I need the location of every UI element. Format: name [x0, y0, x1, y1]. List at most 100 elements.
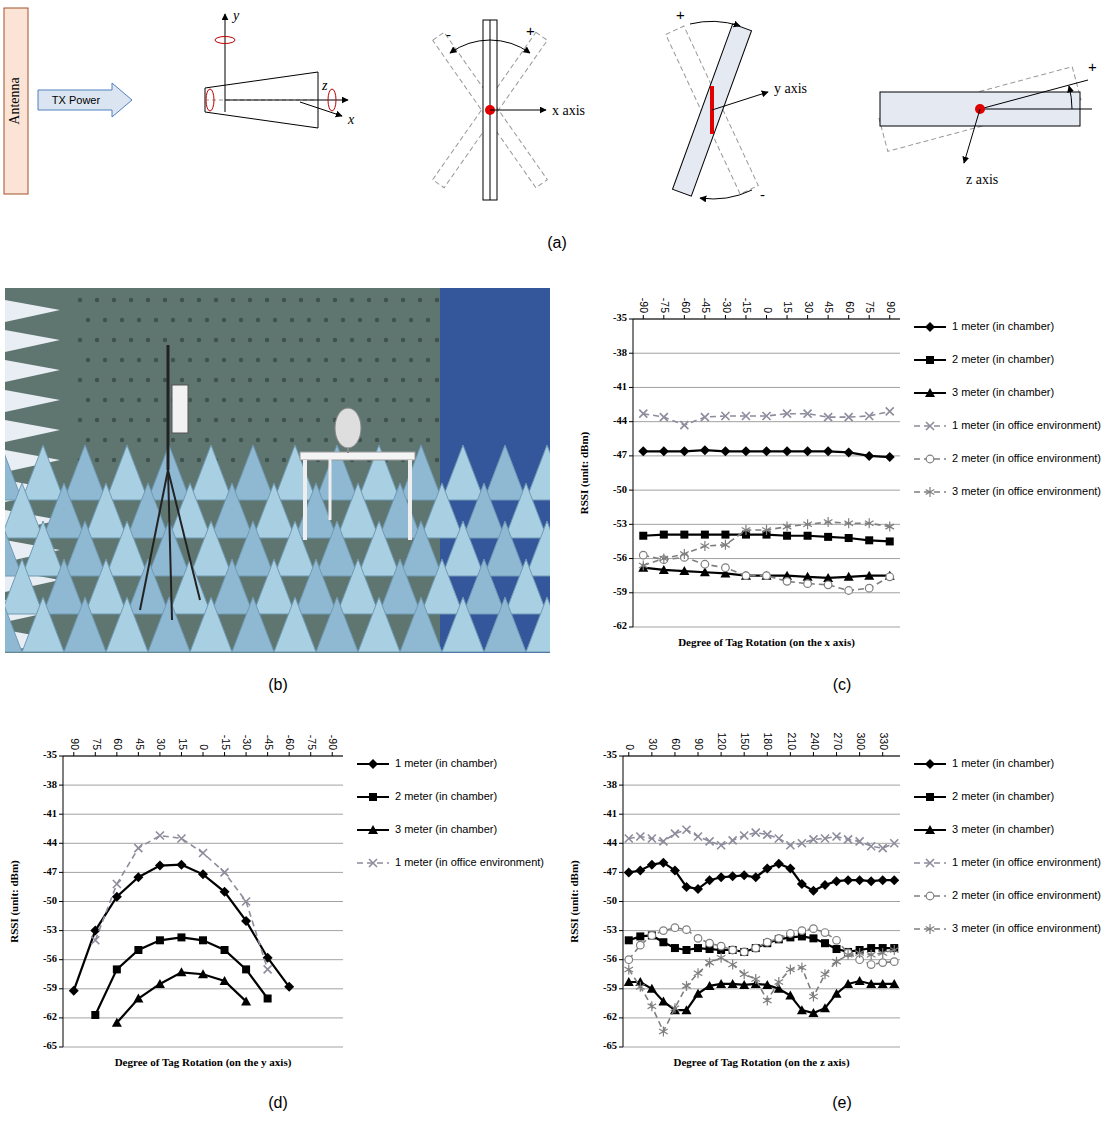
- absorber-tip: [231, 338, 235, 342]
- data-point: [740, 948, 748, 956]
- panel-label: (a): [547, 234, 567, 251]
- data-point: [890, 958, 898, 966]
- y-tick: [59, 1047, 63, 1048]
- data-point: [763, 995, 772, 1005]
- series-line: [95, 836, 267, 970]
- floor-absorber: [127, 483, 169, 538]
- absorber-tip: [256, 318, 260, 322]
- data-point: [810, 925, 818, 933]
- legend-label: 2 meter (in chamber): [952, 353, 1054, 365]
- absorber-tip: [231, 378, 235, 382]
- data-point: [679, 446, 689, 456]
- x-axis-title: Degree of Tag Rotation (on the x axis): [678, 636, 855, 649]
- grid-line: [623, 785, 900, 786]
- floor-absorber: [442, 445, 484, 500]
- absorber-tip: [435, 298, 439, 302]
- y-tick-label: -59: [613, 586, 627, 597]
- absorber-tip: [435, 418, 439, 422]
- data-point: [752, 944, 760, 952]
- floor-absorber: [337, 559, 379, 614]
- absorber-tip: [112, 378, 116, 382]
- data-point: [785, 864, 795, 874]
- y-tick: [619, 785, 623, 786]
- data-point: [625, 956, 633, 964]
- absorber-tip: [112, 298, 116, 302]
- x-tick: [628, 752, 629, 756]
- floor-absorber: [400, 597, 442, 652]
- x-tick: [790, 752, 791, 756]
- absorber-tip: [324, 318, 328, 322]
- antenna-box: [4, 8, 28, 194]
- absorber-tip: [307, 438, 311, 442]
- data-point: [844, 572, 854, 581]
- absorber-tip: [95, 418, 99, 422]
- data-point: [843, 875, 853, 885]
- absorber-tip: [146, 298, 150, 302]
- absorber-tip: [435, 458, 439, 462]
- x-tick-label: -15: [220, 735, 232, 750]
- axis-label: y: [231, 8, 240, 23]
- absorber-tip: [231, 418, 235, 422]
- x-tick-label: 30: [647, 738, 659, 750]
- absorber-tip: [350, 338, 354, 342]
- legend-label: 3 meter (in office environment): [952, 485, 1101, 497]
- floor-absorber: [484, 445, 526, 500]
- data-point: [720, 446, 730, 456]
- data-point: [728, 871, 738, 881]
- x-tick: [721, 752, 722, 756]
- absorber-tip: [299, 298, 303, 302]
- data-point: [134, 946, 142, 954]
- y-tick-label: -44: [603, 837, 618, 848]
- absorber-tip: [222, 358, 226, 362]
- axis-name: z axis: [966, 172, 998, 187]
- y-tick-label: -56: [613, 552, 627, 563]
- x-tick: [73, 752, 74, 756]
- data-point: [647, 860, 657, 870]
- absorber-tip: [180, 458, 184, 462]
- data-point: [242, 965, 250, 973]
- absorber-tip: [265, 418, 269, 422]
- mast: [167, 345, 170, 470]
- y-tick: [629, 592, 633, 593]
- absorber-tip: [324, 438, 328, 442]
- data-point: [721, 531, 729, 539]
- y-tick: [629, 490, 633, 491]
- absorber-tip: [154, 358, 158, 362]
- absorber-tip: [273, 358, 277, 362]
- series-line: [95, 937, 267, 1015]
- data-point: [752, 829, 760, 837]
- data-point: [740, 832, 748, 840]
- series-line: [629, 830, 894, 848]
- absorber-tip: [214, 338, 218, 342]
- table-leg: [408, 460, 412, 540]
- floor-absorber: [337, 483, 379, 538]
- data-point: [889, 979, 899, 988]
- legend: 1 meter (in chamber)2 meter (in chamber)…: [914, 320, 1101, 497]
- data-point: [636, 833, 644, 841]
- tx-arrow: [38, 83, 132, 117]
- y-tick-label: -53: [613, 518, 627, 529]
- legend-marker: [925, 759, 935, 769]
- x-tick: [643, 315, 644, 319]
- y-tick: [619, 843, 623, 844]
- x-tick: [787, 315, 788, 319]
- data-point: [742, 412, 750, 420]
- y-tick: [59, 814, 63, 815]
- absorber-tip: [120, 318, 124, 322]
- absorber-tip: [78, 418, 82, 422]
- photo: [5, 288, 550, 653]
- data-point: [625, 936, 633, 944]
- data-point: [845, 413, 853, 421]
- data-point: [843, 979, 853, 988]
- absorber-tip: [248, 418, 252, 422]
- data-point: [867, 950, 876, 960]
- x-tick: [267, 752, 268, 756]
- legend-label: 1 meter (in office environment): [395, 856, 544, 868]
- x-tick: [246, 752, 247, 756]
- absorber-side: [5, 300, 60, 322]
- absorber-tip: [197, 458, 201, 462]
- data-point: [865, 536, 873, 544]
- y-tick-label: -59: [43, 982, 57, 993]
- absorber-tip: [401, 418, 405, 422]
- reader-antenna: [172, 385, 188, 433]
